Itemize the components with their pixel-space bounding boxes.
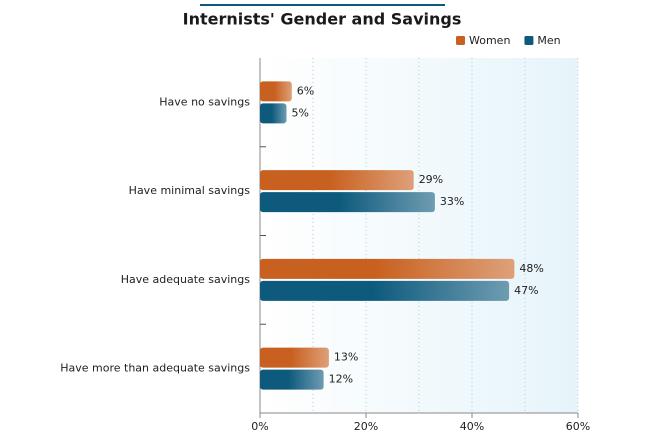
y-tick-label: Have more than adequate savings bbox=[60, 362, 250, 375]
chart-title: Internists' Gender and Savings bbox=[183, 10, 462, 29]
bar bbox=[260, 192, 435, 213]
legend-label: Men bbox=[537, 34, 560, 47]
y-tick-label: Have minimal savings bbox=[129, 184, 251, 197]
legend-label: Women bbox=[469, 34, 510, 47]
data-label: 6% bbox=[297, 84, 314, 97]
bar bbox=[260, 347, 329, 368]
data-label: 33% bbox=[440, 195, 464, 208]
bar bbox=[260, 280, 510, 301]
bar bbox=[260, 369, 324, 390]
data-label: 5% bbox=[292, 106, 309, 119]
bar bbox=[260, 81, 292, 102]
x-tick-label: 40% bbox=[460, 420, 484, 433]
x-tick-label: 20% bbox=[354, 420, 378, 433]
data-label: 47% bbox=[514, 284, 538, 297]
y-tick-label: Have no savings bbox=[159, 95, 250, 108]
data-label: 12% bbox=[329, 373, 353, 386]
bar bbox=[260, 258, 515, 279]
x-tick-label: 60% bbox=[566, 420, 590, 433]
bar bbox=[260, 170, 414, 191]
x-tick-label: 0% bbox=[251, 420, 268, 433]
legend-swatch bbox=[524, 36, 534, 45]
legend-swatch bbox=[456, 36, 465, 45]
data-label: 48% bbox=[519, 262, 543, 275]
data-label: 29% bbox=[419, 173, 443, 186]
bar bbox=[260, 103, 287, 124]
y-tick-label: Have adequate savings bbox=[121, 273, 251, 286]
data-label: 13% bbox=[334, 351, 358, 364]
